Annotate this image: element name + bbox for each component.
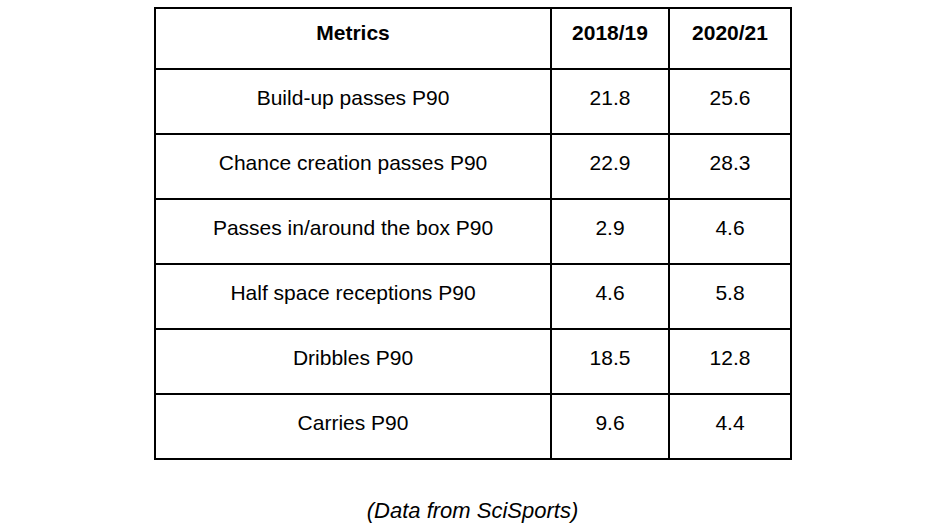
value-cell: 28.3 (669, 134, 791, 199)
value-cell: 5.8 (669, 264, 791, 329)
metric-cell: Build-up passes P90 (155, 69, 551, 134)
table-row: Chance creation passes P90 22.9 28.3 (155, 134, 791, 199)
value-cell: 12.8 (669, 329, 791, 394)
column-header-2018-19: 2018/19 (551, 8, 669, 69)
column-header-metrics: Metrics (155, 8, 551, 69)
value-cell: 9.6 (551, 394, 669, 459)
metrics-table-container: Metrics 2018/19 2020/21 Build-up passes … (154, 7, 792, 460)
value-cell: 4.6 (669, 199, 791, 264)
value-cell: 22.9 (551, 134, 669, 199)
metric-cell: Passes in/around the box P90 (155, 199, 551, 264)
value-cell: 2.9 (551, 199, 669, 264)
table-header-row: Metrics 2018/19 2020/21 (155, 8, 791, 69)
table-row: Dribbles P90 18.5 12.8 (155, 329, 791, 394)
table-row: Half space receptions P90 4.6 5.8 (155, 264, 791, 329)
metric-cell: Dribbles P90 (155, 329, 551, 394)
metric-cell: Carries P90 (155, 394, 551, 459)
value-cell: 18.5 (551, 329, 669, 394)
table-row: Passes in/around the box P90 2.9 4.6 (155, 199, 791, 264)
value-cell: 4.4 (669, 394, 791, 459)
value-cell: 4.6 (551, 264, 669, 329)
metric-cell: Half space receptions P90 (155, 264, 551, 329)
column-header-2020-21: 2020/21 (669, 8, 791, 69)
value-cell: 25.6 (669, 69, 791, 134)
table-row: Carries P90 9.6 4.4 (155, 394, 791, 459)
metric-cell: Chance creation passes P90 (155, 134, 551, 199)
data-source-caption: (Data from SciSports) (0, 498, 945, 524)
value-cell: 21.8 (551, 69, 669, 134)
metrics-table: Metrics 2018/19 2020/21 Build-up passes … (154, 7, 792, 460)
table-row: Build-up passes P90 21.8 25.6 (155, 69, 791, 134)
